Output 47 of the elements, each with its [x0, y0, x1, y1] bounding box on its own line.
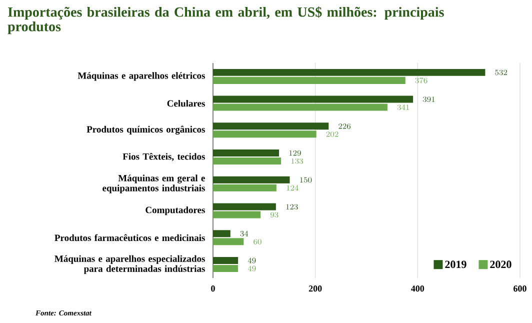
data-label: 202: [326, 131, 338, 137]
data-label: 49: [248, 266, 256, 272]
bar: [213, 203, 276, 210]
data-label: 34: [240, 230, 248, 236]
y-tick-label: Fios Têxteis, tecidos: [122, 152, 205, 162]
data-label: 532: [495, 70, 508, 76]
y-tick-label: Computadores: [146, 206, 205, 216]
data-label: 341: [397, 104, 410, 110]
x-tick-label: 0: [211, 286, 215, 292]
bar: [213, 265, 238, 272]
bar: [213, 211, 261, 218]
y-tick-label: Produtos farmacêuticos e medicinais: [54, 234, 205, 242]
y-tick-label: Máquinas em geral e equipamentos industriais: [102, 174, 205, 194]
bar: [213, 230, 230, 238]
legend-label: 2019: [445, 260, 466, 268]
data-label: 150: [300, 177, 312, 183]
data-label: 93: [270, 212, 278, 218]
y-tick-label: Máquinas e aparelhos elétricos: [78, 72, 205, 81]
bar: [213, 184, 276, 192]
data-label: 133: [291, 158, 303, 164]
bar: [213, 238, 244, 246]
data-label: 49: [248, 258, 256, 264]
legend-label: 2020: [490, 260, 512, 268]
x-tick-label: 600: [514, 286, 526, 292]
bar: [213, 76, 406, 84]
data-label: 376: [415, 78, 428, 84]
x-tick-label: 400: [411, 286, 424, 292]
bar: [213, 122, 329, 130]
bar: [213, 150, 280, 157]
data-label: 129: [289, 150, 301, 156]
bar: [213, 158, 282, 165]
data-label: 123: [286, 204, 298, 210]
bar: [213, 68, 486, 76]
data-label: 124: [286, 185, 298, 191]
bar: [213, 176, 290, 184]
y-tick-label: Celulares: [167, 100, 205, 107]
bar: [213, 257, 238, 264]
y-tick-label: Produtos químicos orgânicos: [86, 126, 205, 135]
data-label: 60: [254, 238, 262, 244]
y-tick-label: Máquinas e aparelhos especializados para determinadas indústrias: [54, 255, 205, 274]
x-tick-label: 200: [308, 286, 322, 292]
bar: [213, 130, 316, 138]
data-label: 391: [422, 96, 435, 102]
chart-title: Importações brasileiras da China em abril, em US$ milhões: principais produtos: [8, 6, 444, 34]
bar: [213, 104, 388, 111]
data-label: 226: [338, 123, 351, 129]
bar: [213, 96, 414, 103]
